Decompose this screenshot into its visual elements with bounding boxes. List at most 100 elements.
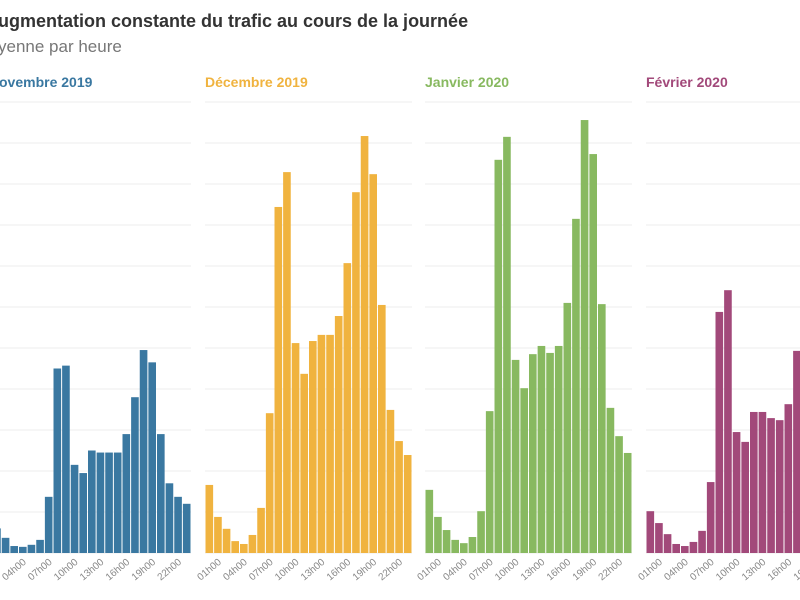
bar <box>598 304 606 553</box>
bar <box>240 543 248 553</box>
bar <box>741 441 749 553</box>
bar <box>157 434 165 553</box>
bar <box>343 263 352 553</box>
bar <box>96 452 105 553</box>
bar <box>395 441 403 553</box>
bar <box>580 120 589 553</box>
bar <box>369 174 377 553</box>
bar <box>589 154 597 553</box>
bar <box>165 483 174 553</box>
x-tick-label: 07h00 <box>688 557 717 584</box>
x-tick-label: 13h00 <box>519 557 548 584</box>
panel-title: Décembre 2019 <box>205 74 308 90</box>
bar <box>520 388 528 553</box>
x-tick-label: 01h00 <box>0 557 3 584</box>
bar <box>205 484 214 553</box>
bar <box>606 407 615 553</box>
bar <box>274 206 283 553</box>
bar <box>326 334 334 553</box>
x-tick-label: 01h00 <box>636 557 665 584</box>
bar <box>663 534 672 553</box>
bar <box>529 354 537 553</box>
x-tick-label: 13h00 <box>740 557 769 584</box>
bar <box>1 537 10 553</box>
bar <box>485 411 494 553</box>
bar <box>148 362 156 553</box>
x-tick-label: 10h00 <box>493 557 522 584</box>
x-tick-label: 04h00 <box>0 557 29 584</box>
bar <box>732 432 741 553</box>
bar <box>503 136 511 553</box>
bar <box>655 523 663 553</box>
bar <box>494 159 503 553</box>
bar <box>283 172 291 554</box>
x-tick-label: 04h00 <box>441 557 470 584</box>
x-tick-label: 16h00 <box>545 557 574 584</box>
x-tick-label: 07h00 <box>26 557 55 584</box>
bar <box>265 413 274 553</box>
x-tick-label: 19h00 <box>571 557 600 584</box>
bar <box>334 316 343 553</box>
bar <box>131 397 139 553</box>
bar <box>715 311 724 553</box>
bar <box>468 537 477 553</box>
bar <box>79 473 87 553</box>
bar <box>646 511 655 553</box>
bar <box>724 290 732 553</box>
bar <box>27 544 36 553</box>
bar <box>214 516 222 553</box>
bar <box>572 218 580 553</box>
x-tick-label: 04h00 <box>662 557 691 584</box>
bar <box>113 452 122 553</box>
x-tick-label: 16h00 <box>104 557 133 584</box>
x-tick-label: 22h00 <box>377 557 406 584</box>
x-tick-label: 19h00 <box>351 557 380 584</box>
x-tick-label: 10h00 <box>52 557 81 584</box>
bar <box>511 359 520 553</box>
bar <box>174 496 182 553</box>
x-tick-label: 16h00 <box>766 557 795 584</box>
bar <box>615 436 623 553</box>
bar <box>775 420 784 553</box>
bar <box>182 503 191 553</box>
x-tick-label: 07h00 <box>247 557 276 584</box>
x-tick-label: 22h00 <box>156 557 185 584</box>
bar <box>352 192 360 553</box>
x-tick-label: 13h00 <box>78 557 107 584</box>
bar <box>88 450 96 553</box>
bar <box>139 350 148 553</box>
bar <box>309 341 317 553</box>
bar <box>360 136 369 553</box>
bar <box>460 543 468 553</box>
bar <box>70 464 79 553</box>
panel-title: Janvier 2020 <box>425 74 509 90</box>
bar <box>317 334 326 553</box>
bar <box>672 543 680 553</box>
bar <box>425 489 434 553</box>
x-tick-label: 01h00 <box>195 557 224 584</box>
bar <box>10 546 18 553</box>
x-tick-label: 19h00 <box>130 557 159 584</box>
x-tick-label: 22h00 <box>597 557 626 584</box>
chart-title: ugmentation constante du trafic au cours… <box>0 11 468 31</box>
bar <box>689 541 698 553</box>
bar <box>750 411 758 553</box>
bar <box>36 539 44 553</box>
bar <box>248 534 257 553</box>
bar <box>0 528 1 553</box>
x-tick-label: 19h00 <box>792 557 800 584</box>
bar <box>451 539 459 553</box>
x-tick-label: 01h00 <box>415 557 444 584</box>
x-tick-label: 16h00 <box>325 557 354 584</box>
x-tick-label: 04h00 <box>221 557 250 584</box>
bar <box>623 452 632 553</box>
bar <box>291 343 300 553</box>
bar <box>122 434 131 553</box>
bar <box>231 541 239 553</box>
chart-subtitle: yenne par heure <box>0 37 122 56</box>
bar <box>403 455 412 553</box>
bar <box>434 516 442 553</box>
bar <box>546 352 554 553</box>
bar <box>537 345 546 553</box>
bar <box>784 404 793 553</box>
